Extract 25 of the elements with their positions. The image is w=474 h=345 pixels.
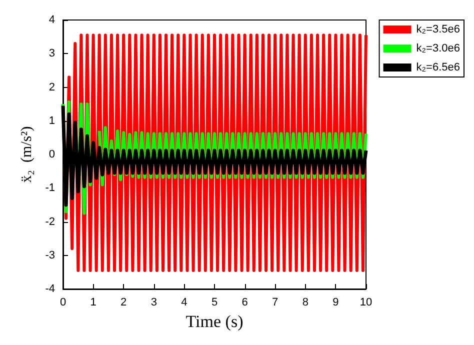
- legend-label: k₂=6.5e6: [416, 62, 460, 74]
- x-axis-title: Time (s): [186, 312, 244, 331]
- y-tick-label: -1: [45, 182, 55, 194]
- y-tick-label: -2: [45, 216, 55, 228]
- x-tick-label: 6: [242, 296, 248, 308]
- x-tick-label: 0: [60, 296, 66, 308]
- x-tick-label: 5: [211, 296, 218, 308]
- legend-label: k₂=3.0e6: [416, 42, 460, 54]
- y-tick-label: 3: [48, 48, 55, 60]
- y-tick-label: 1: [48, 114, 55, 127]
- x-tick-label: 2: [120, 296, 127, 308]
- x-tick-label: 7: [272, 296, 278, 308]
- x-tick-label: 9: [332, 296, 339, 308]
- y-tick-label: 2: [48, 81, 55, 94]
- y-tick-label: 4: [48, 14, 55, 26]
- y-tick-label: -3: [45, 249, 55, 262]
- x-tick-label: 3: [150, 296, 157, 308]
- x-tick-label: 1: [90, 296, 96, 308]
- y-tick-label: 0: [48, 148, 55, 160]
- x-tick-label: 4: [181, 296, 188, 308]
- x-tick-label: 10: [360, 296, 372, 308]
- y-tick-label: -4: [45, 283, 55, 295]
- legend-label: k₂=3.5e6: [416, 24, 460, 36]
- x-tick-label: 8: [302, 296, 308, 308]
- y-axis-title: ẍ₂ (m/s²): [18, 126, 35, 183]
